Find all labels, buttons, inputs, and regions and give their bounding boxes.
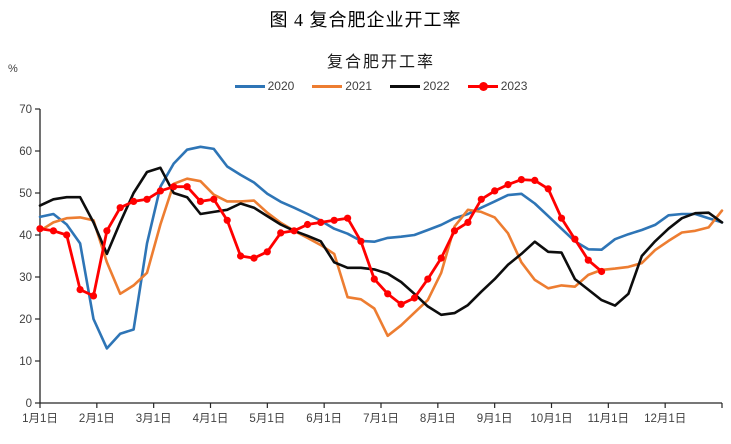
series-marker-2023 <box>237 252 245 260</box>
legend-line-swatch-2023 <box>467 81 498 91</box>
series-line-2020 <box>38 145 724 350</box>
series-marker-2023 <box>49 227 58 235</box>
series-marker-2023 <box>571 235 579 243</box>
y-axis-tick-label: 40 <box>19 230 32 242</box>
chart-title: 复合肥开工率 <box>326 54 435 71</box>
x-axis-tick-label: 8月1日 <box>420 413 456 425</box>
line-chart-plot: 0 10 20 30 40 50 60 70 1月1日 2月1日 3月1日 4月1日 5月1日 6月1日 7… <box>19 104 724 425</box>
series-marker-2023 <box>277 229 285 237</box>
x-axis-tick-label: 9月1日 <box>477 413 513 425</box>
series-marker-2023 <box>344 214 352 222</box>
series-marker-2023 <box>210 195 218 203</box>
series-marker-2023 <box>410 294 418 302</box>
series-marker-2023 <box>357 237 365 245</box>
x-axis-tick-label: 3月1日 <box>136 413 172 425</box>
figure-title: 图 4 复合肥企业开工率 <box>269 10 462 30</box>
series-marker-2023 <box>156 187 164 195</box>
series-marker-2023 <box>170 183 178 191</box>
series-marker-2023 <box>450 227 459 235</box>
x-axis-tick-label: 10月1日 <box>530 413 572 425</box>
series-marker-2023 <box>63 231 71 239</box>
chart-legend: 2020 2021 2022 2023 <box>40 79 722 93</box>
y-axis-tick-label: 30 <box>19 272 32 284</box>
legend-marker-dot <box>478 81 488 91</box>
series-marker-2023 <box>263 248 271 256</box>
legend-label: 2020 <box>267 79 295 93</box>
x-axis-tick-label: 5月1日 <box>249 413 285 425</box>
y-axis-tick-label: 50 <box>19 188 32 200</box>
series-marker-2023 <box>317 218 325 226</box>
y-axis-tick-label: 70 <box>19 104 32 116</box>
legend-line-swatch-2020 <box>234 84 265 88</box>
series-marker-2023 <box>557 214 566 222</box>
series-marker-2023 <box>384 290 392 298</box>
series-marker-2023 <box>130 197 138 205</box>
y-axis-tick-label: 20 <box>19 314 32 326</box>
series-marker-2023 <box>397 300 405 308</box>
series-line-2021 <box>38 177 724 338</box>
x-axis-tick-label: 2月1日 <box>79 413 115 425</box>
legend-line-swatch-2022 <box>390 84 420 88</box>
series-marker-2023 <box>183 183 191 191</box>
series-marker-2023 <box>290 227 298 235</box>
series-marker-2023 <box>517 176 526 184</box>
legend-label: 2021 <box>345 79 372 93</box>
y-axis-tick-label: 10 <box>19 356 32 368</box>
legend-label: 2022 <box>423 79 450 93</box>
series-marker-2023 <box>598 267 606 276</box>
series-marker-2023 <box>196 197 205 205</box>
x-axis-tick-label: 6月1日 <box>306 413 342 425</box>
x-axis-tick-label: 1月1日 <box>22 413 58 425</box>
legend-item-2023: 2023 <box>467 79 528 93</box>
series-marker-2023 <box>103 227 111 235</box>
legend-line-swatch-2021 <box>312 84 343 88</box>
series-marker-2023 <box>370 275 378 283</box>
series-marker-2023 <box>531 176 539 184</box>
series-marker-2023 <box>437 254 445 262</box>
series-marker-2023 <box>143 195 151 203</box>
series-marker-2023 <box>116 204 124 212</box>
series-marker-2023 <box>464 218 472 226</box>
series-line-2022 <box>38 166 724 317</box>
series-marker-2023 <box>89 292 98 300</box>
x-axis-tick-label: 12月1日 <box>644 413 686 425</box>
series-marker-2023 <box>250 254 258 262</box>
series-marker-2023 <box>424 275 432 283</box>
x-axis-tick-label: 7月1日 <box>363 413 399 425</box>
series-marker-2023 <box>36 225 44 233</box>
series-marker-2023 <box>76 286 84 294</box>
y-axis-unit-label: % <box>8 63 18 75</box>
series-marker-2023 <box>544 185 552 193</box>
series-marker-2023 <box>477 195 485 203</box>
series-marker-2023 <box>504 181 512 189</box>
legend-item-2022: 2022 <box>390 79 450 93</box>
series-marker-2023 <box>584 256 592 264</box>
x-axis-tick-label: 11月1日 <box>588 413 629 425</box>
y-axis-tick-label: 0 <box>26 398 32 410</box>
series-marker-2023 <box>330 216 338 224</box>
series-marker-2023 <box>303 220 312 229</box>
legend-item-2021: 2021 <box>312 79 372 93</box>
legend-item-2020: 2020 <box>234 79 295 93</box>
series-marker-2023 <box>223 216 231 224</box>
series-marker-2023 <box>491 187 499 195</box>
y-axis-tick-label: 60 <box>19 146 32 158</box>
legend-label: 2023 <box>500 79 528 93</box>
x-axis-tick-label: 4月1日 <box>193 413 229 425</box>
